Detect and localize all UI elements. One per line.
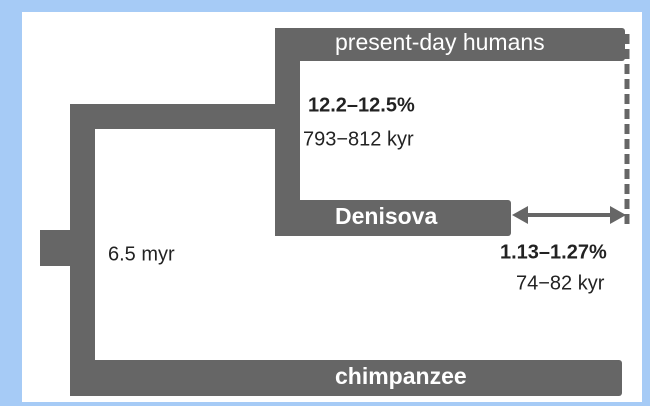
leaf-label: Denisova bbox=[335, 203, 437, 229]
annotation: 74−82 kyr bbox=[516, 272, 605, 294]
leaf-label: present-day humans bbox=[335, 29, 545, 55]
tree-branches bbox=[40, 28, 625, 396]
humans-bar bbox=[275, 28, 625, 61]
annotation: 1.13–1.27% bbox=[500, 241, 607, 263]
arrow-head-right bbox=[610, 206, 626, 224]
chimp-bar bbox=[70, 360, 622, 396]
upper-branch bbox=[70, 104, 300, 129]
arrow-head-left bbox=[512, 206, 528, 224]
annotation: 793−812 kyr bbox=[303, 128, 414, 150]
annotation: 12.2–12.5% bbox=[308, 94, 415, 116]
leaf-label: chimpanzee bbox=[335, 363, 467, 389]
root-vertical bbox=[70, 104, 95, 396]
annotation: 6.5 myr bbox=[108, 243, 175, 265]
denisova-bar bbox=[275, 200, 511, 236]
root-stub bbox=[40, 230, 72, 266]
